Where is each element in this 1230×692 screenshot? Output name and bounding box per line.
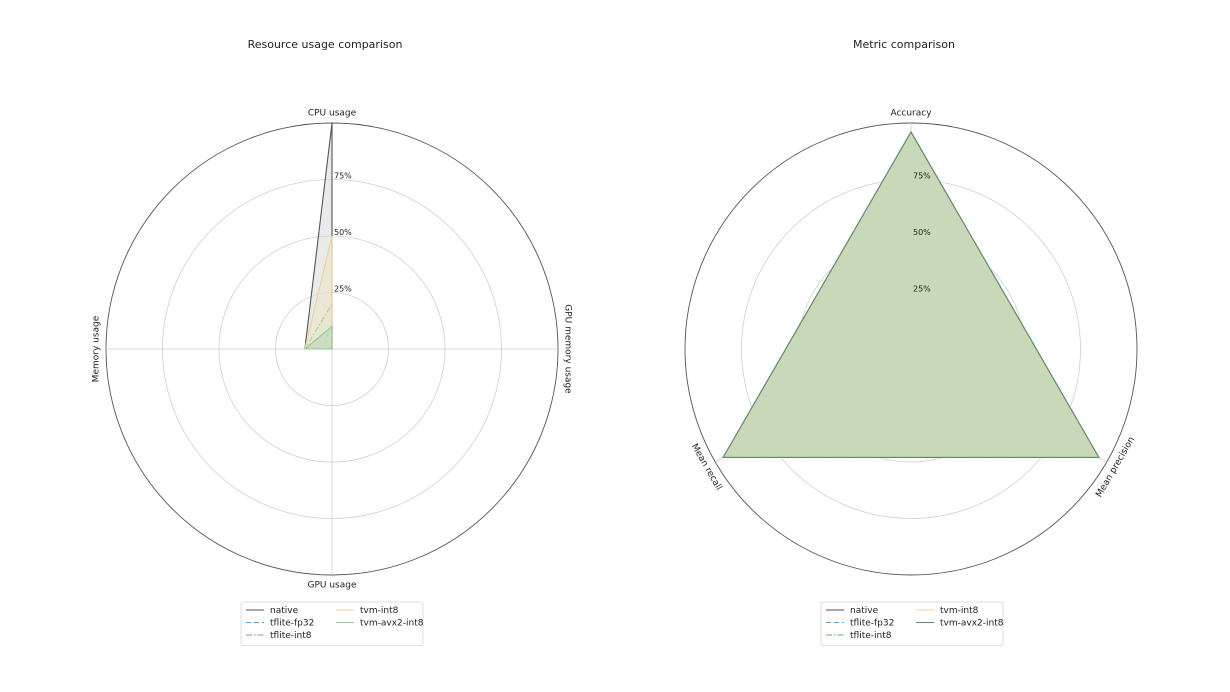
tick-label: 50%: [913, 228, 931, 237]
tick-label: 25%: [334, 285, 352, 294]
tick-label: 50%: [334, 228, 352, 237]
legend-label: native: [270, 606, 299, 616]
axis-label: CPU usage: [308, 109, 357, 119]
chart-title: Resource usage comparison: [248, 38, 403, 51]
axis-label: Memory usage: [92, 315, 102, 382]
legend-label: tvm-avx2-int8: [360, 619, 424, 629]
radar-chart-1: Resource usage comparison 25% 50% 75% CPU us…: [92, 38, 573, 646]
series-area-tvm-avx2-int8: [722, 130, 1100, 459]
legend-frame: [820, 601, 1004, 646]
legend-label: tflite-fp32: [850, 619, 894, 629]
axis-label: GPU memory usage: [563, 304, 573, 394]
legend-frame: [240, 601, 424, 646]
legend-label: tflite-fp32: [270, 619, 314, 629]
tick-label: 25%: [913, 285, 931, 294]
legend-label: tflite-int8: [270, 631, 312, 641]
legend-label: tvm-int8: [360, 606, 399, 616]
chart-title: Metric comparison: [853, 38, 955, 51]
tick-label: 75%: [334, 172, 352, 181]
legend-label: tvm-int8: [940, 606, 979, 616]
axis-label: Accuracy: [890, 109, 932, 119]
legend-label: native: [850, 606, 879, 616]
legend-label: tflite-int8: [850, 631, 892, 641]
legend-label: tvm-avx2-int8: [940, 619, 1004, 629]
axis-label: GPU usage: [307, 581, 356, 591]
legend: native tflite-fp32 tflite-int8 tvm-int8 tvm-…: [820, 601, 1004, 646]
tick-label: 75%: [913, 172, 931, 181]
series-area-tvm-avx2-int8: [303, 325, 333, 350]
legend: native tflite-fp32 tflite-int8 tvm-int8 tvm-…: [240, 601, 424, 646]
